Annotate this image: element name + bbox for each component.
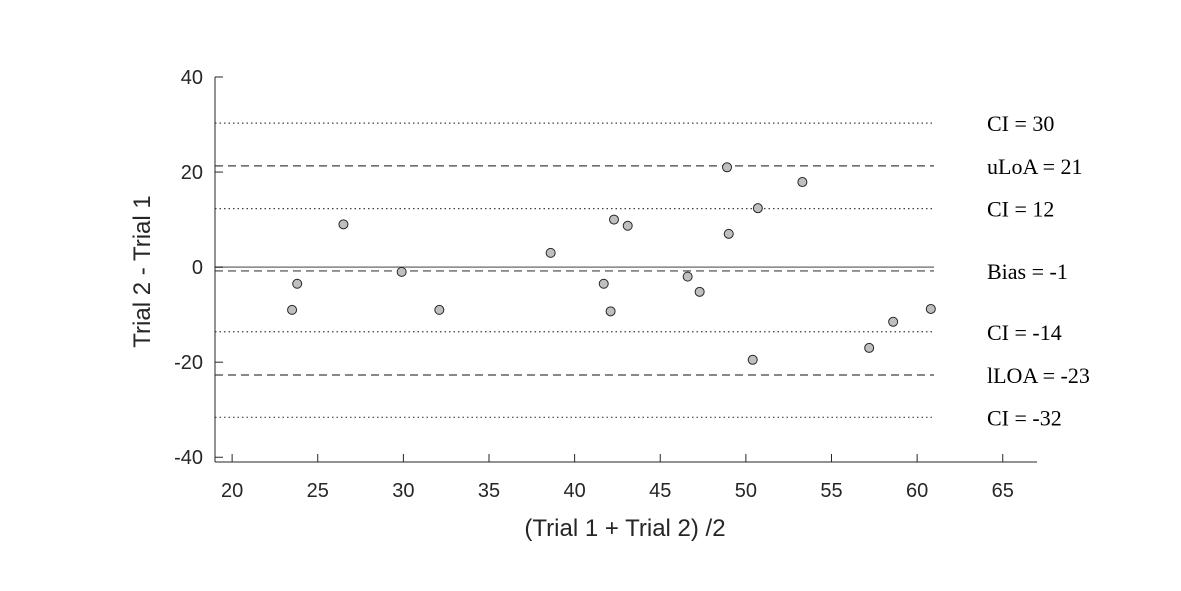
data-point <box>609 214 620 225</box>
reference-label: uLoA = 21 <box>987 154 1083 179</box>
reference-labels: CI = 30 uLoA = 21 CI = 12 Bias = -1 CI = -14… <box>987 111 1090 430</box>
reference-label: CI = 30 <box>987 111 1054 136</box>
y-tick-label: -20 <box>174 352 203 374</box>
x-tick-label: 65 <box>992 480 1014 502</box>
y-tick-label: 40 <box>181 67 203 89</box>
data-point <box>888 316 899 327</box>
data-point <box>864 342 875 353</box>
x-tick-label: 55 <box>820 480 842 502</box>
x-tick-label: 60 <box>906 480 928 502</box>
data-points <box>287 162 936 365</box>
reference-label: CI = -32 <box>987 405 1062 430</box>
data-point <box>694 286 705 297</box>
axes: 20 25 30 35 40 45 50 55 60 65 -40 -20 0 20 40 <box>174 67 1037 502</box>
data-point <box>292 278 303 289</box>
data-point <box>396 266 407 277</box>
data-point <box>434 304 445 315</box>
data-point <box>545 247 556 258</box>
data-point <box>338 219 349 230</box>
data-point <box>752 203 763 214</box>
x-tick-label: 30 <box>392 480 414 502</box>
y-axis-title: Trial 2 - Trial 1 <box>129 195 156 347</box>
y-tick-label: 0 <box>192 257 203 279</box>
y-tick-label: -40 <box>174 447 203 469</box>
data-point <box>723 228 734 239</box>
x-tick-label: 50 <box>735 480 757 502</box>
reference-lines <box>215 122 934 418</box>
data-point <box>287 304 298 315</box>
x-tick-label: 35 <box>478 480 500 502</box>
data-point <box>622 220 633 231</box>
reference-label: CI = 12 <box>987 197 1054 222</box>
data-point <box>797 177 808 188</box>
reference-label: lLOA = -23 <box>987 363 1090 388</box>
x-tick-label: 25 <box>307 480 329 502</box>
x-tick-label: 45 <box>649 480 671 502</box>
y-tick-label: 20 <box>181 162 203 184</box>
x-axis-title: (Trial 1 + Trial 2) /2 <box>524 515 725 542</box>
data-point <box>747 354 758 365</box>
reference-label: CI = -14 <box>987 320 1062 345</box>
x-tick-label: 40 <box>564 480 586 502</box>
data-point <box>598 278 609 289</box>
data-point <box>605 306 616 317</box>
data-point <box>925 303 936 314</box>
x-tick-label: 20 <box>221 480 243 502</box>
reference-label: Bias = -1 <box>987 259 1068 284</box>
data-point <box>722 162 733 173</box>
data-point <box>682 271 693 282</box>
